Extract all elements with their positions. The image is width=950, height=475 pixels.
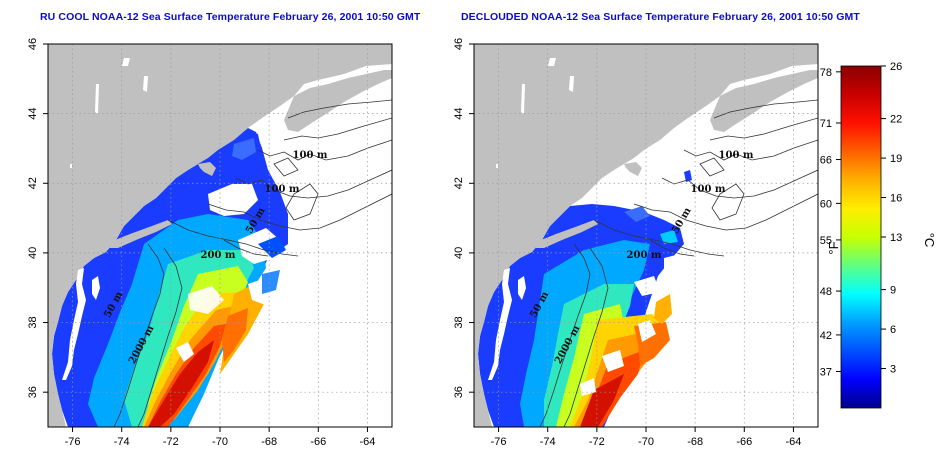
lon-tick-label: -72 [163, 436, 179, 448]
colorbar-c-label: 22 [890, 114, 902, 126]
contour-label: 100 m [691, 184, 726, 195]
map-title-right: DECLOUDED NOAA-12 Sea Surface Temperatur… [461, 11, 860, 23]
lon-tick-label: -66 [310, 436, 326, 448]
lat-tick-label: 38 [453, 316, 465, 328]
colorbar-f-label: 66 [820, 155, 832, 167]
colorbar-unit-f: °F [826, 241, 841, 254]
lat-tick-label: 40 [27, 247, 39, 259]
lon-tick-label: -64 [359, 436, 375, 448]
colorbar-c-label: 6 [890, 324, 896, 336]
colorbar-c-label: 19 [890, 153, 902, 165]
colorbar-f-label: 71 [820, 118, 832, 130]
contour-label: 200 m [627, 250, 662, 261]
colorbar-f-label: 60 [820, 198, 832, 210]
lat-tick-label: 40 [453, 247, 465, 259]
colorbar-f-label: 78 [820, 67, 832, 79]
lon-tick-label: -76 [65, 436, 81, 448]
lon-tick-label: -74 [114, 436, 130, 448]
lat-tick-label: 44 [27, 108, 39, 120]
lat-tick-label: 42 [27, 177, 39, 189]
lon-tick-label: -70 [638, 436, 654, 448]
lat-tick-label: 42 [453, 177, 465, 189]
contour-label: 100 m [719, 150, 754, 161]
lon-tick-label: -70 [212, 436, 228, 448]
colorbar-c-label: 3 [890, 364, 896, 376]
lat-tick-label: 44 [453, 108, 465, 120]
colorbar-c-label: 16 [890, 193, 902, 205]
colorbar-f-label: 37 [820, 366, 832, 378]
map-axes-left: -76 -74 -72 -70 -68 -66 -64 46 44 42 40 38 36 100 m 10… [27, 38, 393, 448]
lat-tick-label: 38 [27, 316, 39, 328]
colorbar-f-label: 55 [820, 235, 832, 247]
colorbar-f-label: 48 [820, 286, 832, 298]
colorbar-f-label: 42 [820, 330, 832, 342]
map-title-left: RU COOL NOAA-12 Sea Surface Temperature … [40, 11, 421, 23]
lon-tick-label: -68 [687, 436, 703, 448]
lon-tick-label: -72 [589, 436, 605, 448]
contour-label: 50 m [670, 206, 694, 236]
lon-tick-label: -64 [785, 436, 801, 448]
colorbar-c-label: 9 [890, 285, 896, 297]
colorbar-c-label: 13 [890, 232, 902, 244]
lat-tick-label: 36 [453, 386, 465, 398]
contour-label: 200 m [201, 250, 236, 261]
lon-tick-label: -76 [491, 436, 507, 448]
contour-label: 100 m [265, 184, 300, 195]
lat-tick-label: 46 [27, 38, 39, 50]
lon-tick-label: -74 [540, 436, 556, 448]
lat-tick-label: 46 [453, 38, 465, 50]
map-body-right [474, 44, 818, 427]
lat-tick-label: 36 [27, 386, 39, 398]
colorbar-ramp [840, 65, 882, 409]
colorbar-unit-c: °C [922, 233, 937, 248]
lon-tick-label: -66 [736, 436, 752, 448]
lon-tick-label: -68 [261, 436, 277, 448]
contour-label: 100 m [293, 150, 328, 161]
colorbar-ticks: 26 22 19 16 13 9 6 3 78 71 66 60 55 48 42 37 [820, 61, 903, 378]
colorbar-c-label: 26 [890, 61, 902, 73]
